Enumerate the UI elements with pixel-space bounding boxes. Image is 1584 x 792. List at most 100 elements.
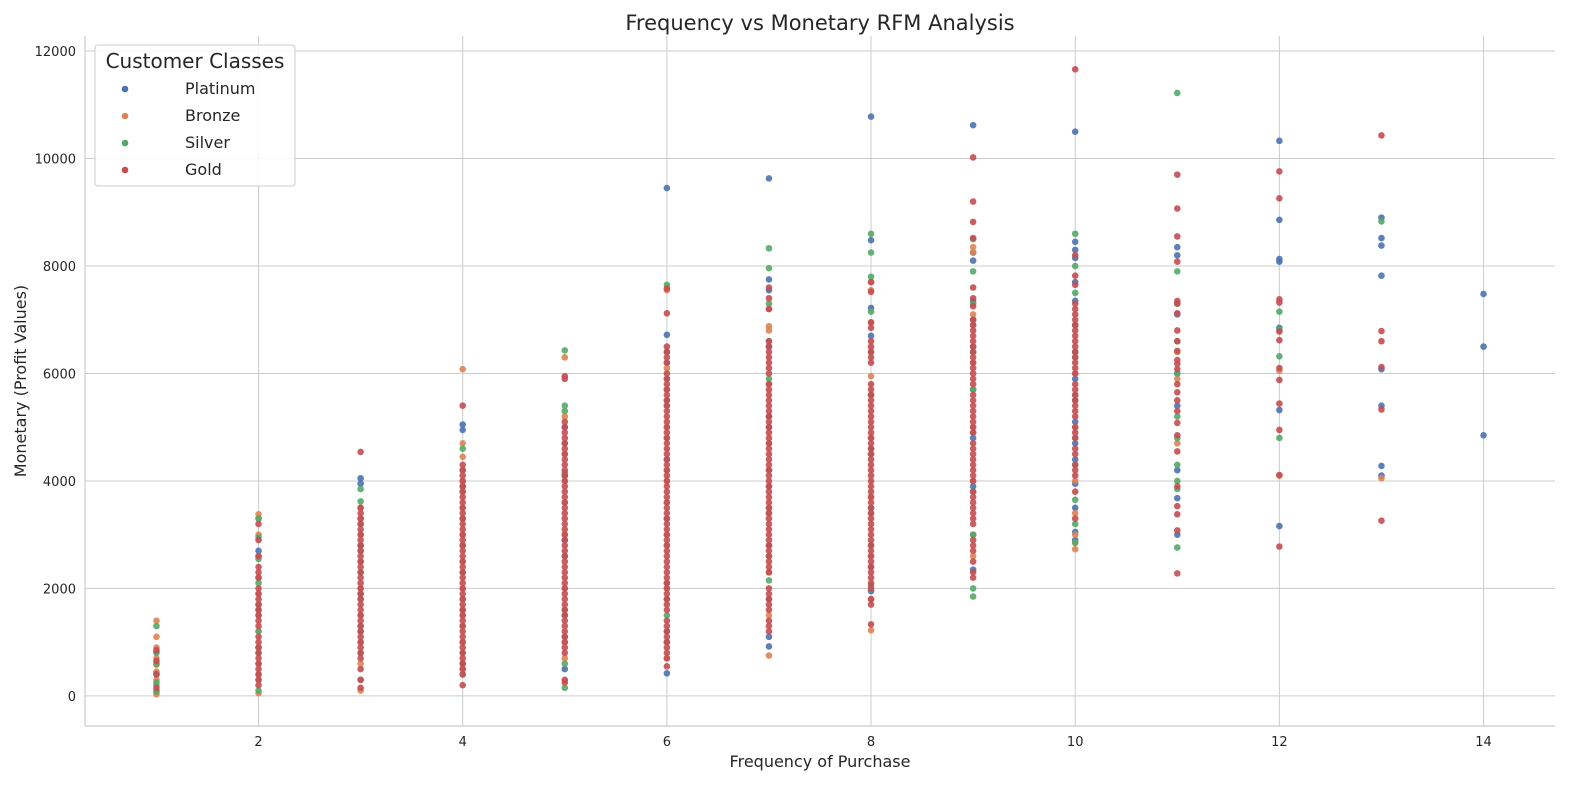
data-point	[867, 601, 875, 608]
data-point	[1071, 397, 1079, 404]
data-point	[1276, 308, 1283, 315]
data-point	[561, 633, 569, 641]
data-point	[1071, 348, 1079, 356]
data-point	[765, 547, 773, 555]
data-point	[765, 617, 773, 624]
data-point	[867, 579, 875, 587]
data-point	[1071, 545, 1079, 553]
data-point	[459, 520, 467, 528]
data-point	[561, 402, 569, 410]
data-point	[459, 558, 467, 565]
data-point	[663, 488, 671, 496]
data-point	[867, 627, 875, 634]
data-point	[765, 577, 773, 584]
y-axis-label: Monetary (Profit Values)	[11, 285, 30, 477]
data-point	[663, 644, 671, 651]
data-point	[1071, 289, 1079, 297]
data-point	[459, 569, 467, 576]
data-point	[1173, 258, 1181, 266]
data-point	[1378, 132, 1385, 139]
data-point	[969, 121, 977, 129]
data-point	[1071, 445, 1079, 453]
data-point	[663, 391, 671, 399]
data-point	[1071, 496, 1079, 504]
data-point	[1276, 364, 1283, 372]
data-point	[663, 520, 671, 528]
data-point	[867, 552, 875, 560]
data-point	[663, 509, 671, 517]
data-point	[969, 380, 977, 388]
data-point	[561, 504, 569, 512]
x-tick-label: 2	[254, 735, 262, 750]
data-point	[561, 483, 569, 490]
legend-marker	[121, 139, 129, 147]
data-point	[459, 509, 467, 517]
data-point	[255, 649, 262, 657]
data-point	[1276, 168, 1283, 175]
data-point	[153, 684, 160, 692]
data-point	[561, 499, 569, 506]
axes-spines	[84, 36, 1555, 727]
data-point	[867, 348, 875, 356]
data-point	[1071, 391, 1079, 399]
data-point	[255, 660, 262, 667]
data-point	[255, 590, 262, 598]
data-point	[1276, 426, 1283, 434]
data-point	[1071, 386, 1079, 393]
data-point	[459, 531, 467, 538]
data-point	[357, 590, 364, 598]
data-point	[663, 434, 671, 442]
legend-items: Platinum Bronze Silver Gold	[121, 79, 255, 179]
data-point	[867, 113, 875, 120]
data-point	[969, 445, 977, 453]
data-point	[765, 407, 773, 415]
data-point	[663, 440, 671, 447]
data-point	[1071, 327, 1079, 334]
data-point	[867, 450, 875, 458]
data-point	[765, 472, 773, 479]
data-point	[459, 472, 467, 479]
data-point	[561, 569, 569, 576]
data-point	[867, 595, 875, 603]
data-point	[459, 563, 467, 571]
data-point	[459, 654, 467, 662]
data-point	[1173, 461, 1181, 469]
data-point	[867, 278, 875, 286]
data-point	[663, 531, 671, 538]
data-point	[255, 622, 262, 630]
data-point	[765, 483, 773, 490]
data-point	[969, 450, 977, 458]
data-point	[969, 499, 977, 506]
data-point	[357, 509, 364, 517]
data-point	[969, 198, 977, 205]
data-point	[765, 343, 773, 350]
data-point	[561, 644, 569, 651]
data-point	[357, 504, 364, 512]
data-point	[765, 370, 773, 377]
legend-label: Gold	[185, 160, 222, 179]
data-point	[663, 309, 671, 317]
data-point	[969, 552, 977, 560]
data-point	[765, 504, 773, 512]
data-point	[1173, 300, 1181, 307]
data-point	[561, 585, 569, 592]
data-point	[969, 585, 977, 592]
data-point	[867, 472, 875, 479]
data-point	[867, 563, 875, 571]
data-point	[561, 354, 569, 361]
data-point	[255, 671, 262, 678]
data-point	[357, 542, 364, 549]
data-point	[255, 617, 262, 624]
data-point	[1071, 413, 1079, 420]
data-point	[765, 423, 773, 431]
data-point	[765, 622, 773, 630]
data-point	[357, 536, 364, 544]
data-point	[561, 423, 569, 431]
data-point	[867, 288, 875, 296]
data-point	[1276, 376, 1283, 384]
data-point	[561, 638, 569, 646]
data-point	[663, 670, 671, 677]
data-point	[1071, 423, 1079, 431]
data-point	[357, 665, 364, 673]
x-tick-label: 6	[663, 735, 671, 750]
